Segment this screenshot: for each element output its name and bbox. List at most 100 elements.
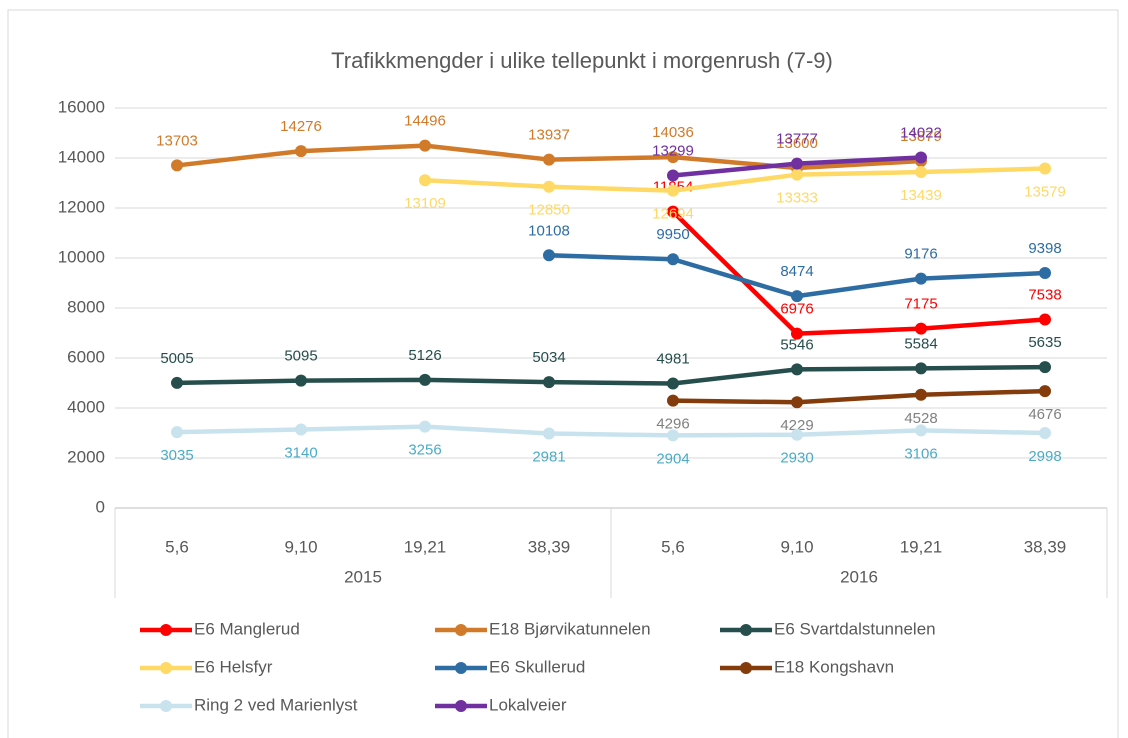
data-point xyxy=(543,376,555,389)
data-label: 9176 xyxy=(904,246,937,263)
data-point xyxy=(791,290,803,303)
data-label: 13299 xyxy=(652,142,694,159)
legend-label: E6 Skullerud xyxy=(489,657,585,676)
y-tick-label: 12000 xyxy=(58,197,105,216)
data-label: 5126 xyxy=(408,347,441,364)
data-point xyxy=(915,362,927,375)
data-label: 4676 xyxy=(1028,406,1061,423)
series-line xyxy=(176,424,1046,438)
data-label: 5095 xyxy=(284,348,317,365)
data-label: 8474 xyxy=(780,263,813,280)
data-label: 13439 xyxy=(900,187,942,204)
data-point xyxy=(915,424,927,437)
chart-title: Trafikkmengder i ulike tellepunkt i morg… xyxy=(331,48,833,73)
data-point xyxy=(791,363,803,376)
legend-marker xyxy=(455,700,467,712)
x-tick-label: 5,6 xyxy=(661,537,685,556)
data-point xyxy=(915,151,927,164)
data-label: 10108 xyxy=(528,222,570,239)
data-point xyxy=(667,205,679,218)
data-point xyxy=(171,426,183,439)
data-point xyxy=(667,253,679,266)
data-label: 2904 xyxy=(656,450,689,467)
legend-label: E6 Helsfyr xyxy=(194,657,273,676)
legend-label: E6 Svartdalstunnelen xyxy=(774,619,936,638)
series-line xyxy=(424,166,1046,193)
data-point xyxy=(1039,313,1051,326)
data-point xyxy=(1039,427,1051,440)
y-tick-label: 4000 xyxy=(67,397,105,416)
legend-label: Ring 2 ved Marienlyst xyxy=(194,695,358,714)
x-tick-label: 9,10 xyxy=(284,537,317,556)
data-label: 5034 xyxy=(532,349,565,366)
data-label: 13333 xyxy=(776,190,818,207)
data-point xyxy=(1039,267,1051,280)
legend-marker xyxy=(740,624,752,636)
data-label: 4296 xyxy=(656,416,689,433)
data-point xyxy=(915,388,927,401)
x-tick-label: 9,10 xyxy=(780,537,813,556)
x-tick-label: 19,21 xyxy=(404,537,447,556)
data-label: 5635 xyxy=(1028,334,1061,351)
data-point xyxy=(543,180,555,193)
data-label: 14036 xyxy=(652,124,694,141)
data-point xyxy=(791,428,803,441)
series-line xyxy=(176,364,1046,386)
data-point xyxy=(1039,385,1051,398)
data-point xyxy=(171,376,183,389)
y-tick-label: 0 xyxy=(96,497,105,516)
data-point xyxy=(419,139,431,152)
x-tick-label: 5,6 xyxy=(165,537,189,556)
data-label: 5584 xyxy=(904,335,937,352)
data-label: 2998 xyxy=(1028,448,1061,465)
data-point xyxy=(667,169,679,182)
data-point xyxy=(915,166,927,179)
group-label: 2015 xyxy=(344,567,382,586)
data-label: 13579 xyxy=(1024,183,1066,200)
data-label: 7538 xyxy=(1028,287,1061,304)
data-point xyxy=(543,153,555,166)
legend-marker xyxy=(455,662,467,674)
series-line xyxy=(671,210,1046,336)
data-label: 13109 xyxy=(404,195,446,212)
y-tick-label: 6000 xyxy=(67,347,105,366)
y-tick-label: 10000 xyxy=(58,247,105,266)
data-point xyxy=(791,396,803,409)
data-point xyxy=(295,374,307,387)
data-label: 5005 xyxy=(160,350,193,367)
data-label: 4981 xyxy=(656,350,689,367)
data-label: 3140 xyxy=(284,444,317,461)
data-point xyxy=(667,377,679,390)
data-label: 13879 xyxy=(900,128,942,145)
data-label: 13600 xyxy=(776,135,818,152)
data-label: 13937 xyxy=(528,127,570,144)
data-point xyxy=(791,168,803,181)
legend-marker xyxy=(455,624,467,636)
legend-label: E6 Manglerud xyxy=(194,619,300,638)
data-label: 13777 xyxy=(776,131,818,148)
data-label: 14496 xyxy=(404,113,446,130)
data-point xyxy=(419,174,431,187)
data-label: 9950 xyxy=(656,226,689,243)
data-label: 2930 xyxy=(780,450,813,467)
y-tick-label: 16000 xyxy=(58,97,105,116)
data-point xyxy=(419,420,431,433)
data-point xyxy=(295,145,307,158)
data-point xyxy=(791,157,803,170)
data-label: 12850 xyxy=(528,202,570,219)
series-line xyxy=(672,388,1046,405)
data-label: 4528 xyxy=(904,410,937,427)
data-label: 13703 xyxy=(156,132,198,149)
data-point xyxy=(667,429,679,442)
legend-label: E18 Bjørvikatunnelen xyxy=(489,619,651,638)
legend-marker xyxy=(160,662,172,674)
chart-border xyxy=(7,9,1119,738)
group-label: 2016 xyxy=(840,567,878,586)
data-point xyxy=(667,394,679,407)
x-tick-label: 38,39 xyxy=(1024,537,1067,556)
legend-marker xyxy=(160,624,172,636)
data-label: 6976 xyxy=(780,301,813,318)
data-point xyxy=(667,151,679,164)
data-label: 9398 xyxy=(1028,240,1061,257)
